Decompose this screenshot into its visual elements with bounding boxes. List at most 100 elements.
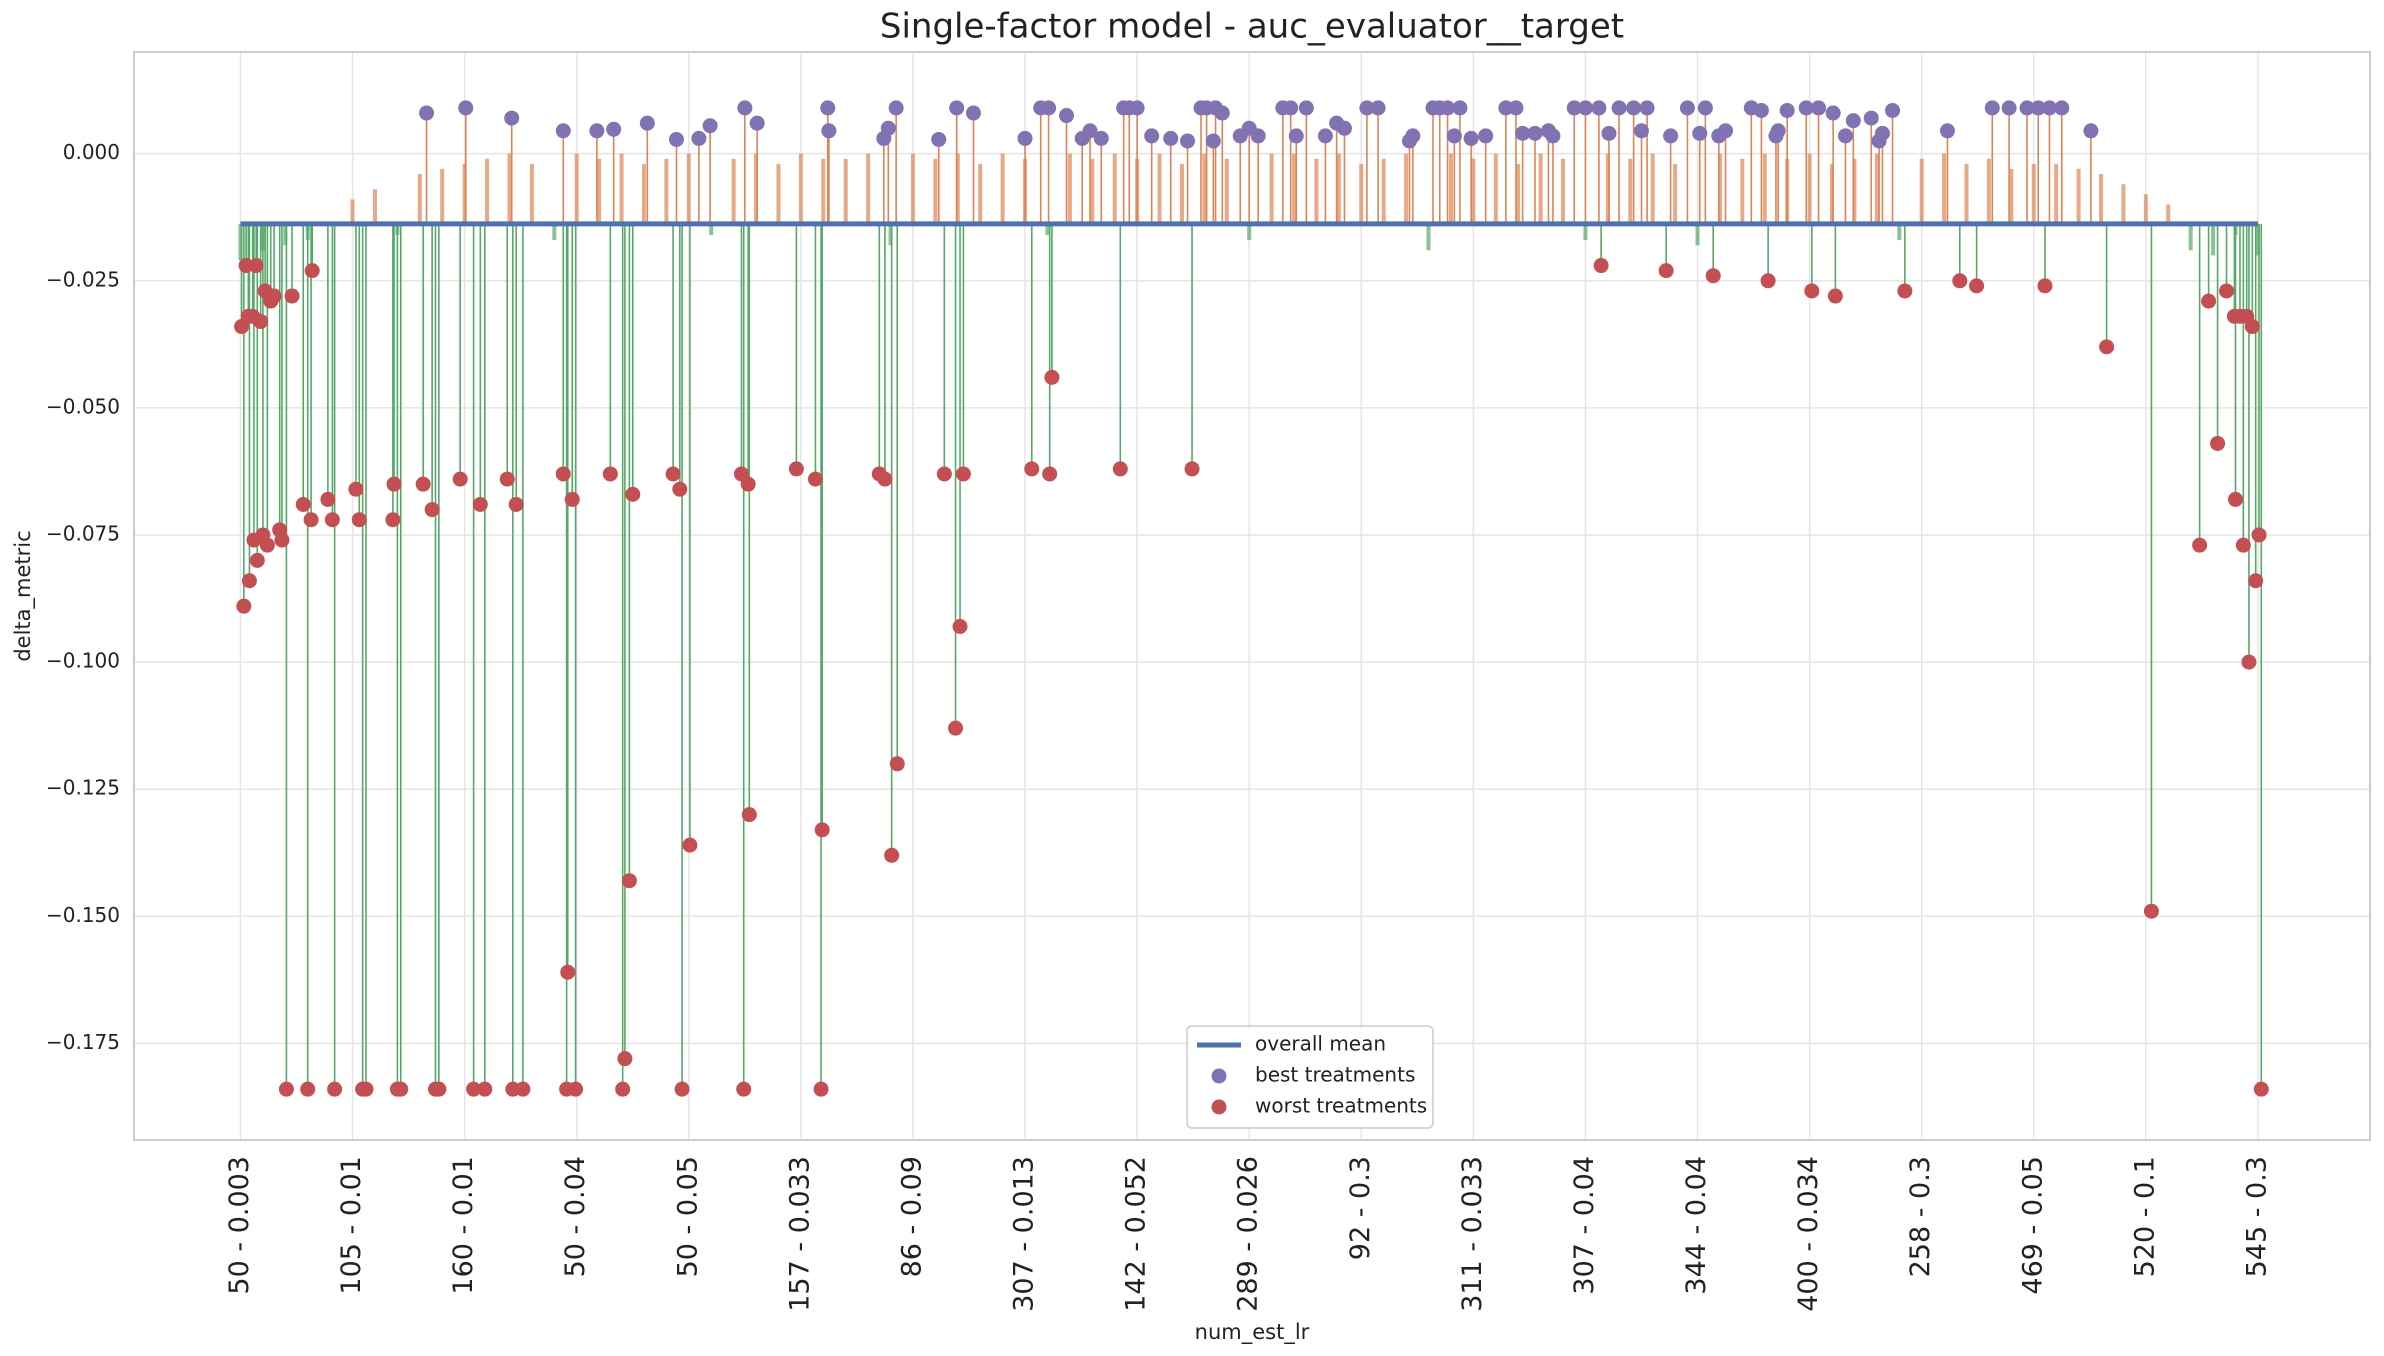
treatment-dot	[2228, 491, 2244, 507]
x-tick-label: 469 - 0.05	[2017, 1156, 2048, 1295]
y-tick-label: −0.175	[46, 1030, 120, 1054]
legend-swatch	[1211, 1099, 1227, 1115]
treatment-dot	[1658, 263, 1674, 279]
treatment-dot	[2037, 278, 2053, 294]
x-axis-label: num_est_lr	[1195, 1320, 1310, 1345]
legend-label: worst treatments	[1255, 1094, 1427, 1118]
treatment-dot	[952, 619, 968, 635]
treatment-dot	[259, 537, 275, 553]
treatment-dot	[2253, 1081, 2269, 1097]
treatment-dot	[358, 1081, 374, 1097]
treatment-dot	[1288, 128, 1304, 144]
treatment-dot	[1804, 283, 1820, 299]
treatment-dot	[955, 466, 971, 482]
treatment-dot	[477, 1081, 493, 1097]
treatment-dot	[1611, 100, 1627, 116]
treatment-dot	[2201, 293, 2217, 309]
treatment-dot	[2041, 100, 2057, 116]
treatment-dot	[2235, 537, 2251, 553]
y-tick-label: −0.050	[46, 394, 120, 418]
treatment-dot	[1885, 102, 1901, 118]
treatment-dot	[2219, 283, 2235, 299]
treatment-dot	[320, 491, 336, 507]
treatment-dot	[737, 100, 753, 116]
treatment-dot	[1336, 120, 1352, 136]
treatment-dot	[1692, 125, 1708, 141]
legend-label: overall mean	[1255, 1032, 1386, 1056]
treatment-dot	[393, 1081, 409, 1097]
treatment-dot	[1811, 100, 1827, 116]
treatment-dot	[1317, 128, 1333, 144]
treatment-dot	[248, 258, 264, 274]
treatment-dot	[415, 476, 431, 492]
x-tick-label: 545 - 0.3	[2241, 1156, 2272, 1277]
treatment-dot	[304, 263, 320, 279]
treatment-dot	[965, 105, 981, 121]
treatment-dot	[1593, 258, 1609, 274]
treatment-dot	[621, 873, 637, 889]
treatment-dot	[1863, 110, 1879, 126]
treatment-dot	[749, 115, 765, 131]
treatment-dot	[303, 512, 319, 528]
treatment-dot	[300, 1081, 316, 1097]
y-tick-label: −0.075	[46, 521, 120, 545]
treatment-dot	[274, 532, 290, 548]
legend-label: best treatments	[1255, 1063, 1415, 1087]
treatment-dot	[1446, 128, 1462, 144]
treatment-dot	[625, 486, 641, 502]
treatment-dot	[1024, 461, 1040, 477]
treatment-dot	[327, 1081, 343, 1097]
treatment-dot	[889, 756, 905, 772]
treatment-dot	[813, 1081, 829, 1097]
treatment-dot	[2248, 573, 2264, 589]
treatment-dot	[278, 1081, 294, 1097]
treatment-dot	[266, 288, 282, 304]
treatment-dot	[1939, 123, 1955, 139]
treatment-dot	[1984, 100, 2000, 116]
legend: overall mean best treatments worst treatme…	[1186, 1025, 1434, 1129]
treatment-dot	[2054, 100, 2070, 116]
treatment-dot	[385, 512, 401, 528]
treatment-dot	[1697, 100, 1713, 116]
treatment-dot	[452, 471, 468, 487]
treatment-dot	[1545, 128, 1561, 144]
treatment-dot	[1705, 268, 1721, 284]
treatment-dot	[466, 1081, 482, 1097]
treatment-dot	[949, 100, 965, 116]
treatment-dot	[2251, 527, 2267, 543]
x-tick-label: 92 - 0.3	[1345, 1156, 1376, 1260]
treatment-dot	[2192, 537, 2208, 553]
legend-box	[1186, 1025, 1434, 1129]
treatment-dot	[674, 1081, 690, 1097]
x-tick-label: 50 - 0.04	[560, 1156, 591, 1277]
treatment-dot	[1440, 100, 1456, 116]
treatment-dot	[888, 100, 904, 116]
treatment-dot	[788, 461, 804, 477]
x-tick-label: 258 - 0.3	[1905, 1156, 1936, 1277]
treatment-dot	[884, 847, 900, 863]
x-tick-label: 86 - 0.09	[896, 1156, 927, 1277]
treatment-dot	[1370, 100, 1386, 116]
treatment-dot	[741, 807, 757, 823]
treatment-dot	[682, 837, 698, 853]
x-tick-label: 400 - 0.034	[1793, 1156, 1824, 1312]
y-axis-label: delta_metric	[11, 530, 36, 661]
treatment-dot	[236, 598, 252, 614]
treatment-dot	[431, 1081, 447, 1097]
x-tick-label: 142 - 0.052	[1121, 1156, 1152, 1312]
treatment-dot	[877, 471, 893, 487]
treatment-dot	[2030, 100, 2046, 116]
treatment-dot	[1405, 128, 1421, 144]
treatment-dot	[1679, 100, 1695, 116]
treatment-dot	[1144, 128, 1160, 144]
treatment-dot	[1298, 100, 1314, 116]
treatment-dot	[568, 1081, 584, 1097]
chart-title: Single-factor model - auc_evaluator__tar…	[880, 7, 1624, 47]
treatment-dot	[1827, 288, 1843, 304]
treatment-dot	[324, 512, 340, 528]
treatment-dot	[2241, 654, 2257, 670]
treatment-dot	[249, 552, 265, 568]
treatment-dot	[931, 131, 947, 147]
treatment-dot	[1463, 130, 1479, 146]
